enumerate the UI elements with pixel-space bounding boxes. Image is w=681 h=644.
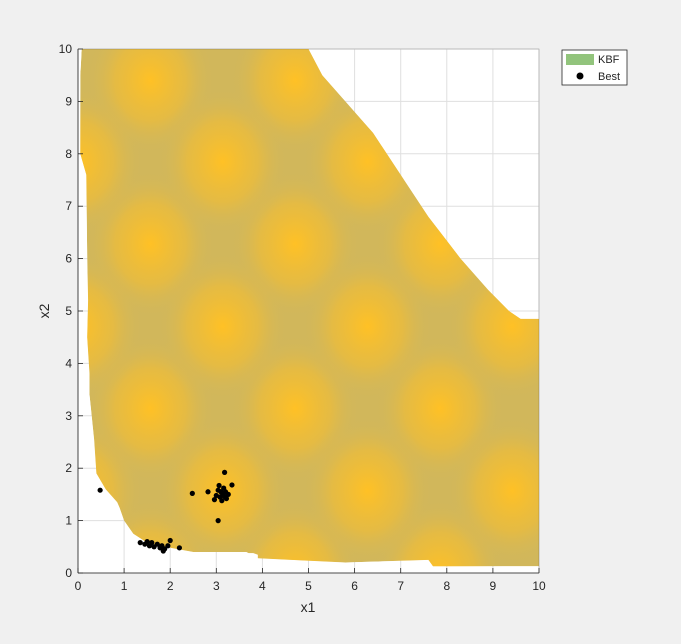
kbf-peak: [447, 417, 539, 565]
kbf-peak: [80, 252, 143, 400]
x-tick-label: 9: [490, 579, 497, 593]
x-tick-label: 10: [532, 579, 546, 593]
best-point: [176, 545, 183, 551]
best-point: [219, 498, 225, 504]
x-tick-label: 2: [167, 579, 174, 593]
best-point: [160, 548, 166, 554]
best-point: [205, 489, 211, 495]
best-point: [189, 490, 195, 496]
legend-best-label: Best: [598, 71, 620, 83]
best-point: [137, 540, 143, 546]
x-tick-label: 5: [305, 579, 312, 593]
y-tick-label: 3: [65, 409, 72, 423]
x-tick-label: 0: [75, 579, 82, 593]
best-point: [149, 540, 155, 546]
x-axis-label: x1: [301, 599, 316, 615]
x-tick-label: 4: [259, 579, 266, 593]
best-point: [225, 491, 231, 497]
kbf-peak: [302, 252, 433, 400]
x-ticks: 0 1 2 3 4 5 6 7 8 9 10: [75, 568, 546, 593]
y-tick-label: 0: [65, 566, 72, 580]
best-point: [211, 497, 218, 503]
kbf-peak: [447, 252, 539, 400]
y-tick-label: 6: [65, 252, 72, 266]
best-point: [144, 538, 150, 545]
best-point: [216, 482, 222, 489]
kbf-peak: [302, 417, 433, 565]
y-tick-label: 8: [65, 147, 72, 161]
best-point: [165, 543, 171, 549]
best-point: [229, 482, 235, 488]
kbf-peak: [80, 88, 143, 236]
best-point: [154, 541, 160, 547]
legend-kbf-label: KBF: [598, 54, 620, 66]
best-points: [97, 469, 235, 554]
best-point: [167, 537, 173, 544]
y-ticks: 0 1 2 3 4 5 6 7 8 9 10: [59, 42, 83, 580]
x-tick-label: 6: [351, 579, 358, 593]
legend-kbf-swatch: [566, 54, 594, 65]
kbf-peak: [158, 252, 288, 400]
y-tick-label: 7: [65, 199, 72, 213]
y-tick-label: 9: [65, 94, 72, 108]
y-tick-label: 5: [65, 304, 72, 318]
x-tick-label: 1: [121, 579, 128, 593]
best-point: [221, 469, 228, 475]
best-point: [97, 487, 103, 493]
x-tick-label: 8: [443, 579, 450, 593]
x-tick-label: 7: [397, 579, 404, 593]
y-axis-label: x2: [36, 303, 52, 318]
y-tick-label: 4: [65, 356, 72, 370]
legend-best-marker: [576, 72, 584, 80]
best-point: [223, 495, 230, 502]
x-tick-label: 3: [213, 579, 220, 593]
kbf-peak: [158, 88, 288, 236]
y-tick-label: 1: [65, 514, 72, 528]
y-tick-label: 2: [65, 461, 72, 475]
best-point: [215, 518, 221, 524]
y-tick-label: 10: [59, 42, 73, 56]
legend: KBF Best: [561, 49, 628, 86]
